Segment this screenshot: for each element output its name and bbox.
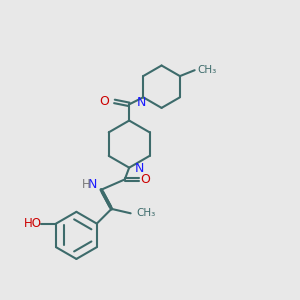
Text: O: O (140, 173, 150, 186)
Text: N: N (134, 162, 144, 175)
Text: HO: HO (24, 217, 42, 230)
Text: H: H (82, 178, 90, 191)
Text: O: O (99, 95, 109, 108)
Text: N: N (88, 178, 97, 191)
Text: N: N (137, 96, 146, 109)
Text: CH₃: CH₃ (136, 208, 156, 218)
Text: CH₃: CH₃ (198, 65, 217, 75)
